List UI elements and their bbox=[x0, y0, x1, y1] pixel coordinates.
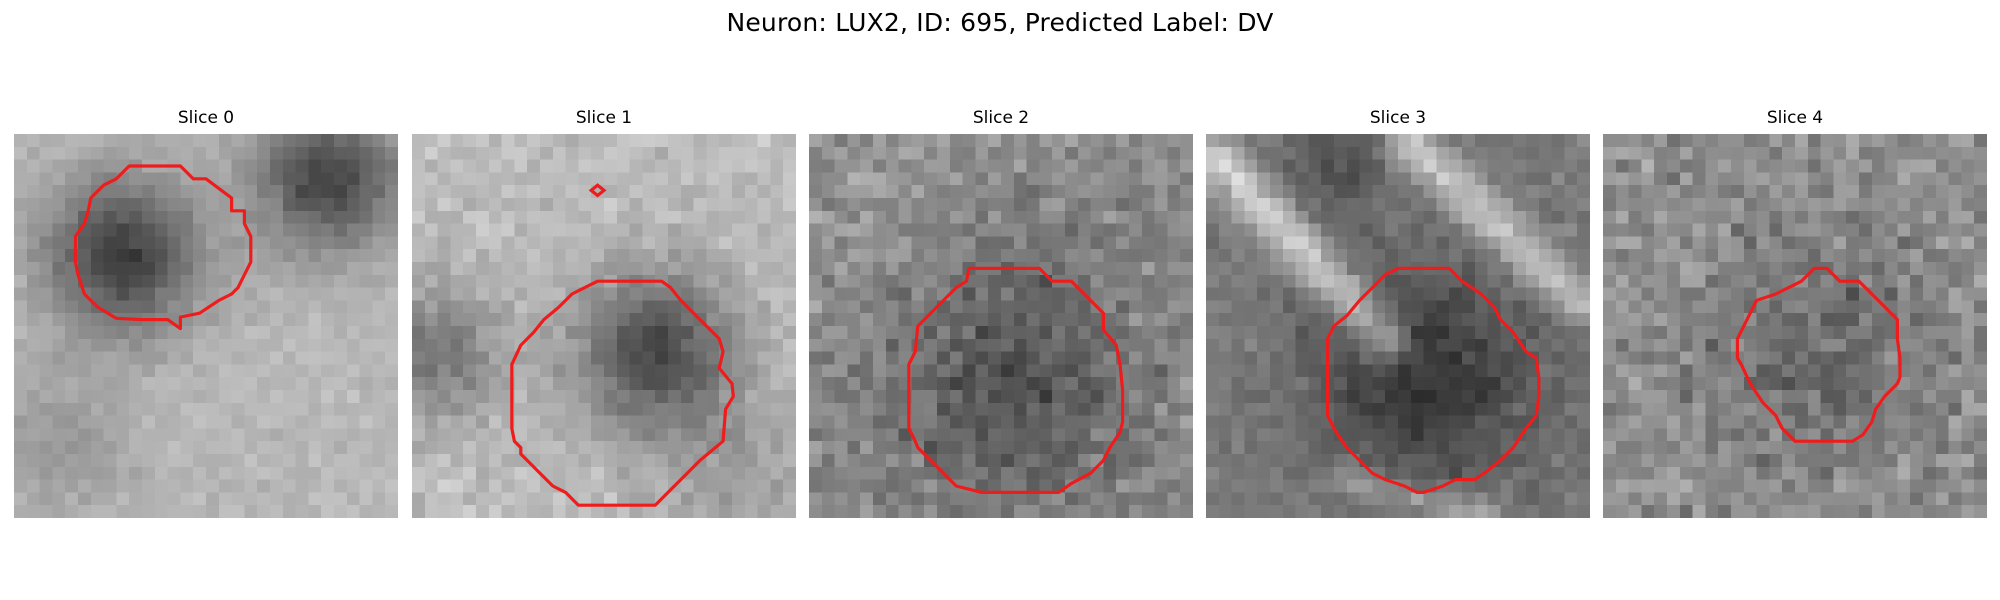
slice-image bbox=[1206, 134, 1590, 518]
roi-contour bbox=[907, 266, 1125, 495]
figure-title: Neuron: LUX2, ID: 695, Predicted Label: … bbox=[726, 8, 1274, 37]
roi-contour bbox=[588, 183, 607, 198]
slice-image bbox=[14, 134, 398, 518]
slice-title: Slice 0 bbox=[177, 108, 235, 128]
roi-contour-overlay bbox=[1735, 266, 1902, 443]
slice-panel-1: Slice 1 bbox=[412, 108, 796, 522]
roi-contour-overlay bbox=[1326, 266, 1541, 495]
roi-contour bbox=[510, 279, 735, 507]
roi-contour bbox=[73, 164, 253, 331]
slice-panel-2: Slice 2 bbox=[809, 108, 1193, 522]
roi-contour-overlay bbox=[510, 183, 735, 507]
roi-contour bbox=[1735, 266, 1902, 443]
slice-image bbox=[1603, 134, 1987, 518]
slice-panel-4: Slice 4 bbox=[1603, 108, 1987, 522]
roi-contour bbox=[1326, 266, 1541, 495]
slice-title: Slice 1 bbox=[575, 108, 633, 128]
slice-image bbox=[809, 134, 1193, 518]
slice-panel-3: Slice 3 bbox=[1206, 108, 1590, 522]
slice-title: Slice 4 bbox=[1766, 108, 1824, 128]
slice-title: Slice 3 bbox=[1369, 108, 1427, 128]
slice-title: Slice 2 bbox=[972, 108, 1030, 128]
roi-contour-overlay bbox=[73, 164, 253, 331]
slice-image bbox=[412, 134, 796, 518]
roi-contour-overlay bbox=[907, 266, 1125, 495]
slice-panel-0: Slice 0 bbox=[14, 108, 398, 522]
